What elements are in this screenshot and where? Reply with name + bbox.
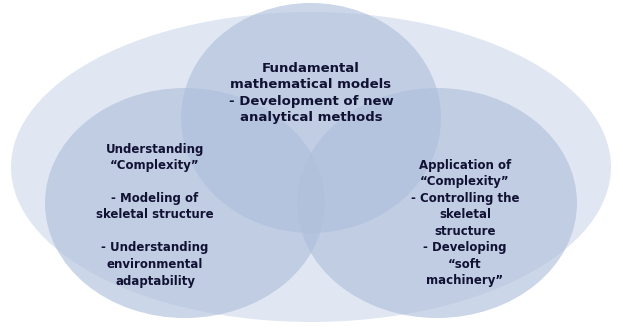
Text: Application of
“Complexity”
- Controlling the
skeletal
structure
- Developing
“s: Application of “Complexity” - Controllin… — [411, 159, 519, 287]
Ellipse shape — [11, 12, 611, 322]
Ellipse shape — [45, 88, 325, 318]
Ellipse shape — [181, 3, 441, 233]
Text: Understanding
“Complexity”

- Modeling of
skeletal structure

- Understanding
en: Understanding “Complexity” - Modeling of… — [96, 143, 214, 287]
Ellipse shape — [297, 88, 577, 318]
Text: Fundamental
mathematical models
- Development of new
analytical methods: Fundamental mathematical models - Develo… — [229, 62, 393, 124]
